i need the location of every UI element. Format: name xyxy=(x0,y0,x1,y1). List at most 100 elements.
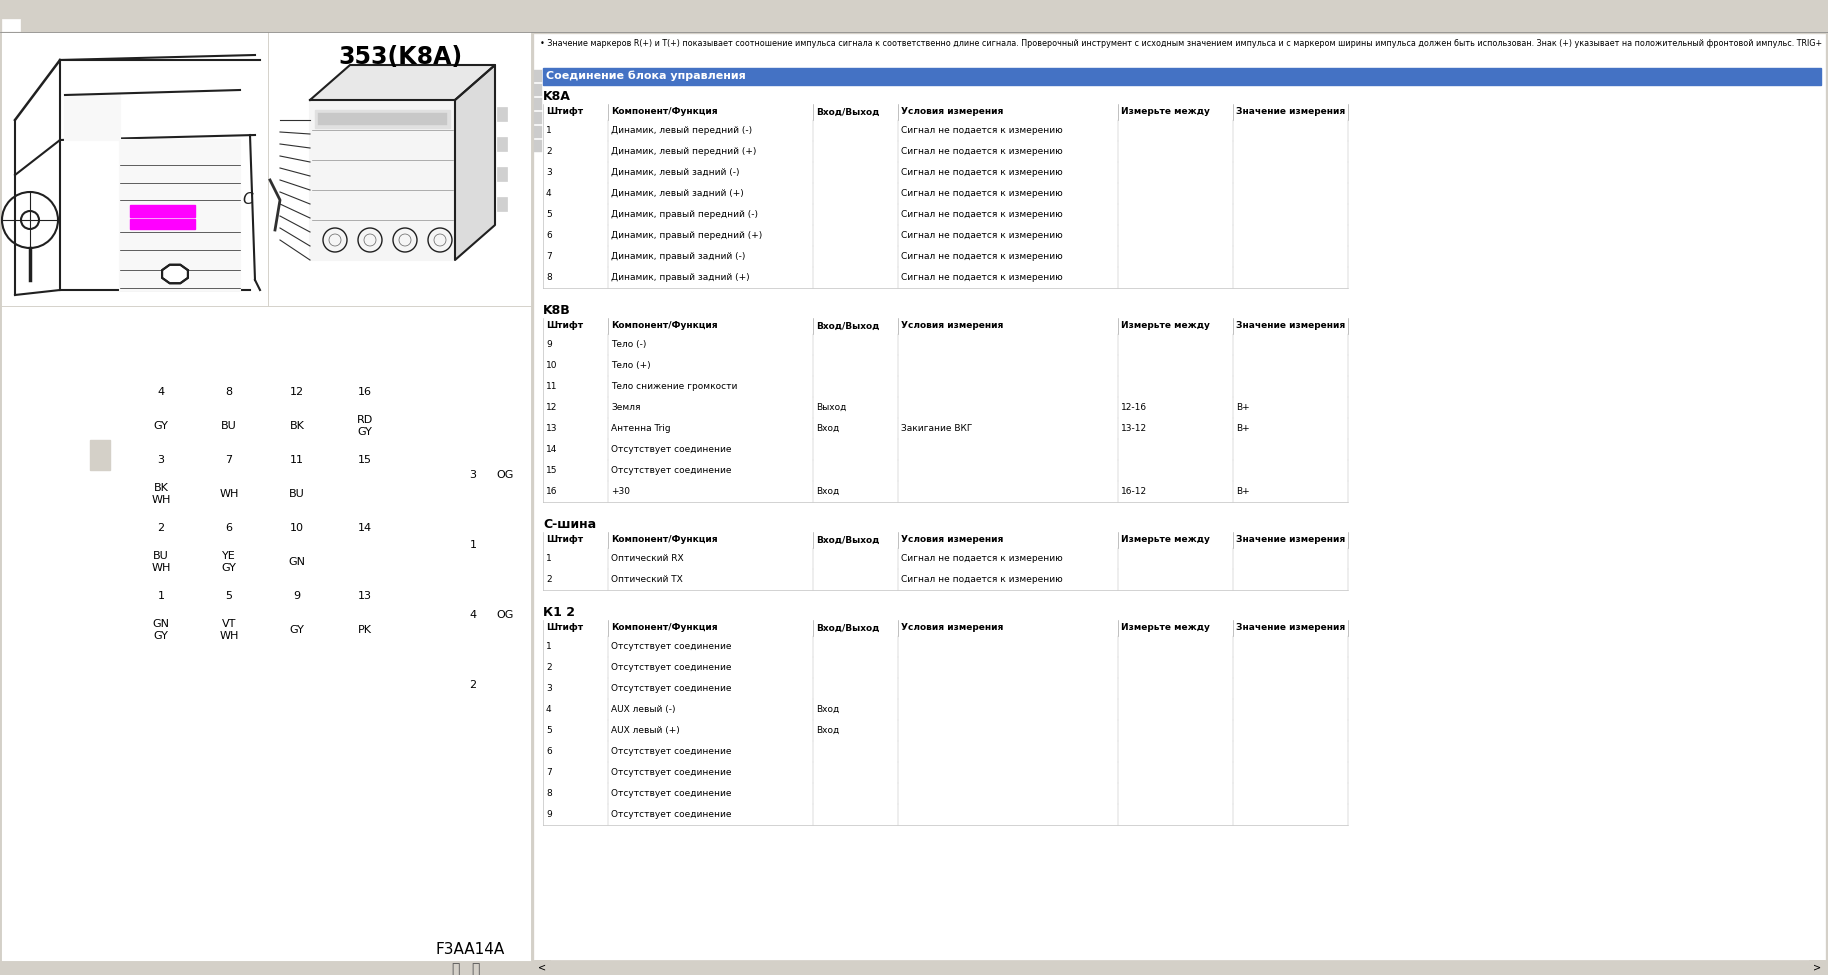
Text: Сигнал не подается к измерению: Сигнал не подается к измерению xyxy=(901,252,1062,261)
Text: 13: 13 xyxy=(547,424,558,433)
Bar xyxy=(543,141,1347,162)
Bar xyxy=(271,536,324,588)
Bar xyxy=(314,110,450,128)
Text: Тело снижение громкости: Тело снижение громкости xyxy=(611,382,737,391)
Text: Значение измерения: Значение измерения xyxy=(1236,322,1345,331)
Text: Штифт: Штифт xyxy=(547,107,583,116)
Bar xyxy=(543,318,1347,334)
Text: Отсутствует соединение: Отсутствует соединение xyxy=(611,466,731,475)
Text: Отсутствует соединение: Отсутствует соединение xyxy=(611,684,731,693)
Text: AUX левый (+): AUX левый (+) xyxy=(611,726,680,735)
Bar xyxy=(4,34,267,305)
Text: Вход: Вход xyxy=(815,424,839,433)
Bar xyxy=(271,400,324,452)
Text: Значение измерения: Значение измерения xyxy=(1236,107,1345,116)
Bar xyxy=(543,246,1347,267)
Bar xyxy=(600,2,618,18)
Circle shape xyxy=(452,663,495,707)
Text: OG: OG xyxy=(497,470,514,480)
Bar xyxy=(543,120,1347,141)
Bar xyxy=(90,440,110,470)
Text: Вход: Вход xyxy=(815,487,839,496)
Text: Отсутствует соединение: Отсутствует соединение xyxy=(611,747,731,756)
Text: 16: 16 xyxy=(547,487,558,496)
Text: 6: 6 xyxy=(547,231,552,240)
Bar xyxy=(203,604,254,656)
Text: Сигнал не подается к измерению: Сигнал не подается к измерению xyxy=(901,147,1062,156)
Bar xyxy=(543,569,1347,590)
Text: F3AA14A: F3AA14A xyxy=(435,943,505,957)
Bar xyxy=(534,140,541,152)
Bar xyxy=(543,418,1347,439)
Text: Динамик, левый задний (+): Динамик, левый задний (+) xyxy=(611,189,744,198)
Text: Отсутствует соединение: Отсутствует соединение xyxy=(611,768,731,777)
Bar xyxy=(559,2,578,18)
Text: Компонент/Функция: Компонент/Функция xyxy=(611,535,718,544)
Text: 5: 5 xyxy=(225,591,232,601)
Bar xyxy=(130,2,146,18)
Bar xyxy=(543,720,1347,741)
Text: 353(K8A): 353(K8A) xyxy=(338,45,462,69)
Text: 6: 6 xyxy=(547,747,552,756)
Bar xyxy=(135,468,186,520)
Bar xyxy=(534,112,541,124)
Circle shape xyxy=(452,523,495,567)
Text: 1: 1 xyxy=(547,554,552,563)
Text: Вход/Выход: Вход/Выход xyxy=(815,535,879,544)
Text: Вход: Вход xyxy=(815,726,839,735)
Text: Динамик, правый передний (-): Динамик, правый передний (-) xyxy=(611,210,759,219)
Text: BK: BK xyxy=(289,421,305,431)
Bar xyxy=(534,98,541,110)
Text: Измерьте между: Измерьте между xyxy=(1121,535,1210,544)
Text: BU: BU xyxy=(221,421,238,431)
Text: Штифт: Штифт xyxy=(547,623,583,633)
Bar xyxy=(121,140,239,290)
Text: Земля: Земля xyxy=(611,403,640,412)
Text: Тело (-): Тело (-) xyxy=(611,340,647,349)
Bar xyxy=(700,2,717,18)
Text: Антенна Trig: Антенна Trig xyxy=(611,424,671,433)
Bar xyxy=(130,219,196,229)
Text: Сигнал не подается к измерению: Сигнал не подается к измерению xyxy=(901,210,1062,219)
Bar xyxy=(534,960,550,975)
Text: 5: 5 xyxy=(547,726,552,735)
Bar xyxy=(338,400,391,452)
Text: 11: 11 xyxy=(547,382,558,391)
Text: BU
WH: BU WH xyxy=(152,551,170,572)
Text: Сигнал не подается к измерению: Сигнал не подается к измерению xyxy=(901,189,1062,198)
Bar xyxy=(152,2,168,18)
Polygon shape xyxy=(455,65,495,260)
Text: Компонент/Функция: Компонент/Функция xyxy=(611,322,718,331)
Bar xyxy=(640,2,656,18)
Bar xyxy=(543,804,1347,825)
Bar xyxy=(170,2,186,18)
Text: 14: 14 xyxy=(358,523,373,533)
Bar xyxy=(534,70,541,82)
Text: 15: 15 xyxy=(547,466,558,475)
Text: OG: OG xyxy=(497,610,514,620)
Bar xyxy=(110,360,441,895)
Bar xyxy=(543,460,1347,481)
Text: 13: 13 xyxy=(358,591,373,601)
Bar xyxy=(543,532,1347,548)
Text: Отсутствует соединение: Отсутствует соединение xyxy=(611,642,731,651)
Bar xyxy=(203,400,254,452)
Text: Измерьте между: Измерьте между xyxy=(1121,107,1210,116)
Text: Штифт: Штифт xyxy=(547,322,583,331)
Text: Условия измерения: Условия измерения xyxy=(901,623,1004,633)
Text: 4: 4 xyxy=(547,705,552,714)
Text: 9: 9 xyxy=(294,591,300,601)
Text: 11: 11 xyxy=(291,455,303,465)
Text: 9: 9 xyxy=(547,340,552,349)
Bar xyxy=(543,762,1347,783)
Text: Сигнал не подается к измерению: Сигнал не подается к измерению xyxy=(901,554,1062,563)
Polygon shape xyxy=(163,265,188,284)
Text: 3: 3 xyxy=(470,470,477,480)
Bar xyxy=(338,536,391,588)
Text: YE
GY: YE GY xyxy=(221,551,236,572)
Text: 5: 5 xyxy=(547,210,552,219)
Text: 12-16: 12-16 xyxy=(1121,403,1148,412)
Bar xyxy=(543,678,1347,699)
Text: 14: 14 xyxy=(547,445,558,454)
Text: С-шина: С-шина xyxy=(543,519,596,531)
